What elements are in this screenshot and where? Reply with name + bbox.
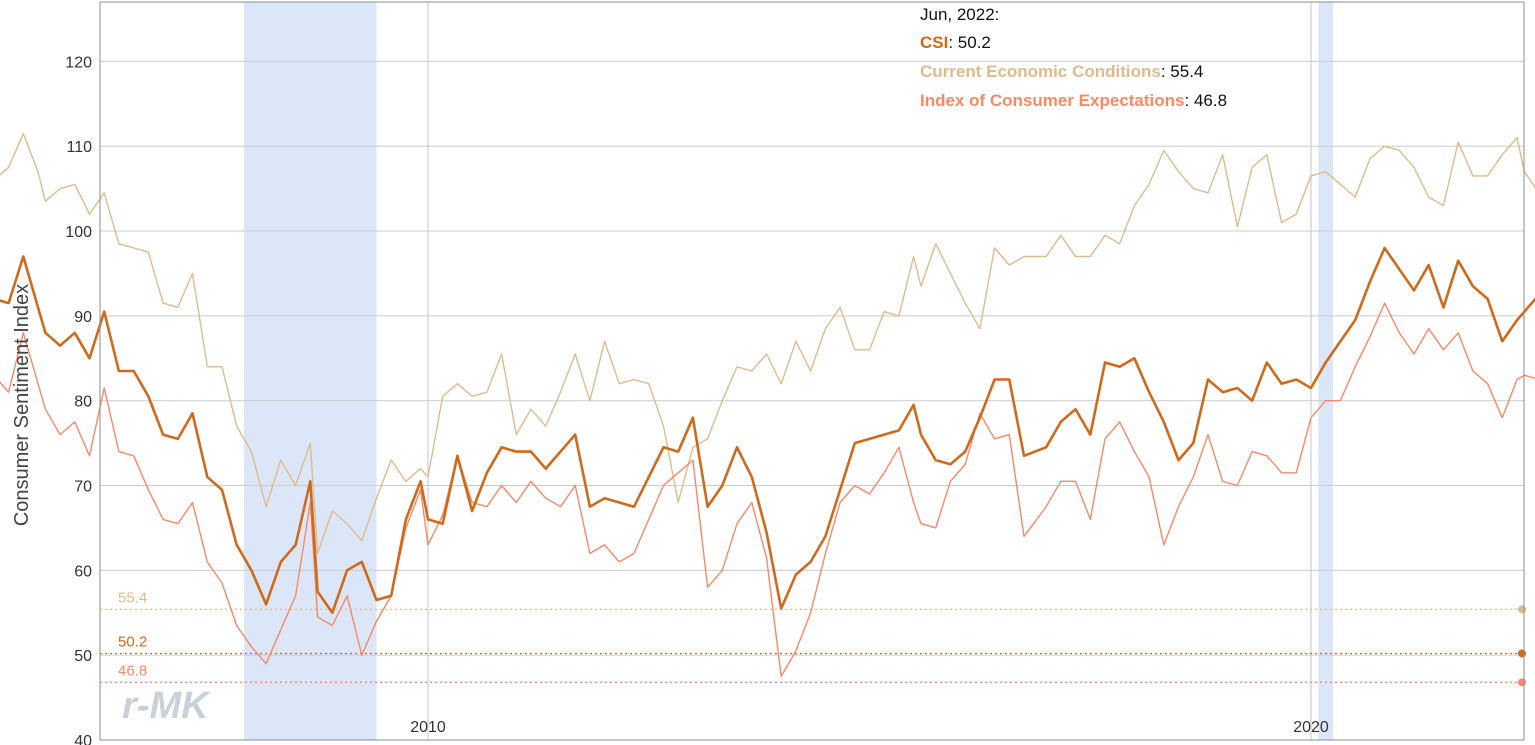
- y-tick-label-80: 80: [74, 394, 92, 411]
- series-lines: [0, 132, 1535, 678]
- y-tick-label-100: 100: [65, 224, 92, 241]
- watermark-logo: r-MK: [122, 685, 211, 727]
- y-tick-label-40: 40: [74, 733, 92, 745]
- tooltip-series-value: : 50.2: [948, 33, 991, 52]
- hover-tooltip: Jun, 2022: CSI: 50.2 Current Economic Con…: [920, 5, 1227, 110]
- y-tick-label-90: 90: [74, 309, 92, 326]
- y-tick-label-50: 50: [74, 648, 92, 665]
- tooltip-series-name: Index of Consumer Expectations: [920, 91, 1185, 110]
- end-marker-expectations: [1518, 678, 1526, 687]
- tooltip-series-value: : 55.4: [1161, 62, 1204, 81]
- end-marker-csi: [1518, 649, 1526, 658]
- reference-label-current: 55.4: [118, 589, 147, 606]
- x-tick-label-2020: 2020: [1293, 719, 1329, 736]
- reference-label-expectations: 46.8: [118, 662, 147, 679]
- x-tick-label-2010: 2010: [410, 719, 446, 736]
- tooltip-series-name: Current Economic Conditions: [920, 62, 1161, 81]
- y-tick-label-110: 110: [66, 139, 92, 156]
- y-axis-label: Consumer Sentiment Index: [11, 284, 33, 526]
- tooltip-series-value: : 46.8: [1185, 91, 1228, 110]
- y-tick-label-120: 120: [65, 54, 92, 71]
- y-tick-label-60: 60: [74, 563, 92, 580]
- tooltip-row-current: Current Economic Conditions: 55.4: [920, 62, 1203, 81]
- tooltip-date: Jun, 2022:: [920, 5, 999, 24]
- reference-label-csi: 50.2: [118, 633, 147, 650]
- series-line-csi: [0, 246, 1535, 615]
- y-tick-label-70: 70: [74, 479, 92, 496]
- tooltip-series-name: CSI: [920, 33, 948, 52]
- axis-ticks: 40 50 60 70 80 90 100 110 120 2010 2020: [65, 54, 1329, 745]
- end-marker-current: [1518, 605, 1526, 614]
- recession-bands: [244, 2, 1334, 740]
- tooltip-row-expectations: Index of Consumer Expectations: 46.8: [920, 91, 1227, 110]
- recession-band-0: [244, 2, 377, 740]
- tooltip-row-csi: CSI: 50.2: [920, 33, 991, 52]
- series-line-expectations: [0, 302, 1535, 678]
- series-line-current: [0, 132, 1535, 555]
- plot-frame: [99, 1, 1525, 741]
- recession-band-1: [1318, 2, 1334, 740]
